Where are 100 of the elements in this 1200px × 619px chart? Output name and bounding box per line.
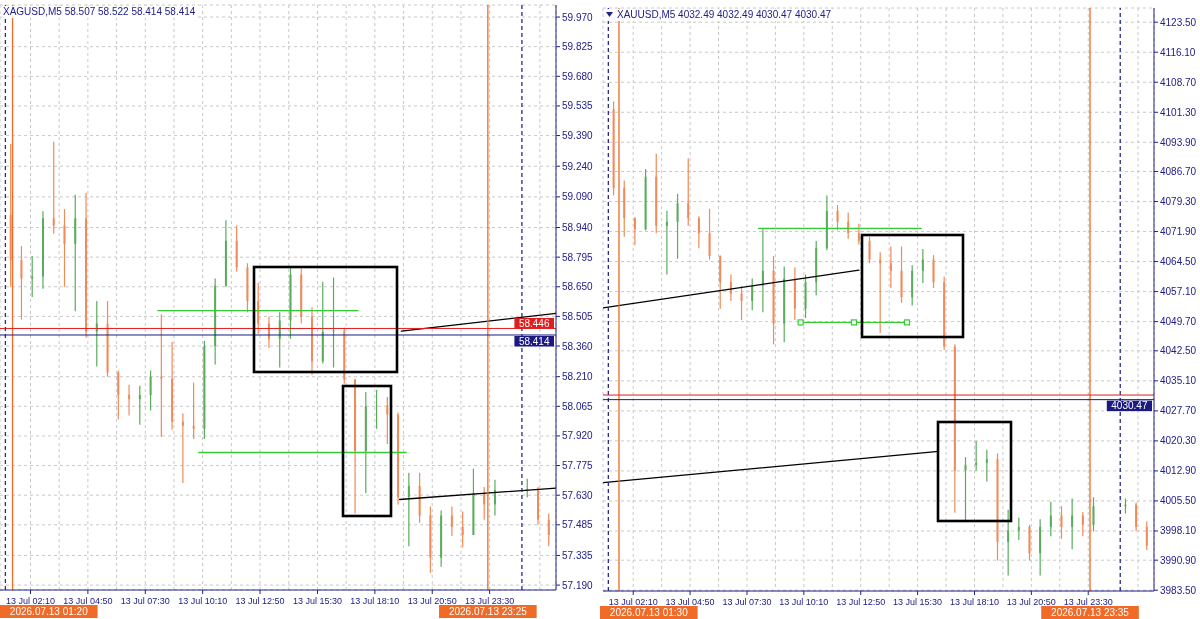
candlestick [493,479,496,517]
y-tick-label: 4012.90 [1160,465,1197,477]
y-tick-label: 59.390 [562,130,594,142]
y-tick-label: 4027.70 [1160,405,1197,417]
y-tick-label: 57.335 [562,549,594,561]
y-tick-label: 4042.50 [1160,345,1197,357]
candlestick [1017,516,1020,541]
y-tick-label: 59.240 [562,160,594,172]
y-tick-label: 3990.90 [1160,554,1197,566]
y-tick-label: 59.825 [562,41,594,53]
candlestick [921,248,924,284]
candlestick [836,204,839,231]
candlestick [964,456,967,521]
y-tick-label: 58.505 [562,310,594,322]
candlestick [1092,496,1095,532]
y-tick-label: 59.970 [562,11,594,23]
y-tick-label: 4079.30 [1160,196,1197,208]
candlestick [52,141,55,235]
candlestick [751,278,754,311]
ref-line-label: 58.446 [518,317,550,329]
candlestick [192,382,195,440]
candlestick [31,255,34,298]
candlestick [644,168,647,231]
y-tick-label: 58.210 [562,371,594,383]
candlestick [257,282,260,335]
candlestick [804,273,807,319]
y-tick-label: 4057.10 [1160,286,1197,298]
x-tick-label: 13 Jul 10:10 [178,596,228,606]
chart-title: XAGUSD,M5 58.507 58.522 58.414 58.414 [3,6,196,17]
x-tick-label: 13 Jul 02:10 [5,596,56,606]
ref-line-label: 58.414 [518,335,550,347]
x-tick-label: 13 Jul 15:30 [893,597,943,607]
candlestick [407,472,410,547]
x-tick-label: 13 Jul 15:30 [292,596,342,606]
candlestick [106,300,109,378]
candlestick [181,412,184,484]
candlestick [975,440,978,472]
candlestick [1060,505,1063,540]
y-tick-label: 4071.90 [1160,226,1197,238]
candlestick [697,215,700,249]
candlestick [311,306,314,376]
x-tick-label: 13 Jul 20:50 [407,596,457,606]
x-tick-label: 13 Jul 18:10 [350,596,400,606]
y-tick-label: 4020.30 [1160,435,1197,447]
candlestick [1028,524,1031,562]
y-tick-label: 57.190 [562,579,594,591]
candlestick [687,157,690,227]
chart-title: XAUUSD,M5 4032.49 4032.49 4030.47 4030.47 [617,9,832,20]
y-tick-label: 57.920 [562,430,594,442]
x-tick-label: 13 Jul 12:50 [235,596,285,606]
candlestick [1007,509,1010,577]
y-tick-label: 4049.70 [1160,316,1197,328]
candlestick [138,385,141,426]
y-tick-label: 4064.50 [1160,256,1197,268]
y-tick-label: 58.940 [562,222,594,234]
candlestick [868,236,871,264]
ref-line-label: 4030.47 [1111,400,1148,412]
y-tick-label: 57.485 [562,519,594,531]
y-tick-label: 4123.50 [1160,16,1197,28]
y-tick-label: 59.535 [562,100,594,112]
y-tick-label: 59.680 [562,70,594,82]
y-tick-label: 4093.90 [1160,136,1197,148]
candlestick [1135,501,1138,532]
candlestick [20,245,23,321]
candlestick [708,208,711,261]
candlestick [1049,501,1052,537]
ref-line-label: 2026.07.13 23:25 [448,606,528,617]
x-tick-label: 13 Jul 23:30 [1063,597,1113,607]
candlestick [63,208,66,288]
candlestick [149,369,152,411]
y-tick-label: 57.775 [562,460,594,472]
y-tick-label: 4108.70 [1160,76,1197,88]
y-tick-label: 4116.10 [1160,46,1196,58]
candlestick [128,384,131,417]
candlestick [117,369,120,421]
y-tick-label: 58.360 [562,340,594,352]
candlestick [483,486,486,521]
candlestick [1145,520,1148,551]
y-tick-label: 58.065 [562,400,594,412]
candlestick [375,389,378,430]
candlestick [289,266,292,340]
y-tick-label: 4086.70 [1160,166,1197,177]
x-tick-label: 13 Jul 07:30 [722,597,772,607]
x-tick-label: 13 Jul 04:50 [63,596,113,606]
candlestick [633,216,636,246]
candlestick [665,210,668,276]
ref-line-label: 2026.07.13 01:30 [609,607,689,618]
y-tick-label: 59.090 [562,191,594,203]
x-tick-label: 13 Jul 20:50 [1006,597,1056,607]
y-tick-label: 3983.50 [1160,584,1197,596]
candlestick [547,512,550,547]
candlestick [857,223,860,246]
candlestick [996,452,999,562]
y-tick-label: 58.650 [562,281,594,293]
candlestick [461,510,464,548]
ref-line-label: 2026.07.13 23:35 [1051,607,1130,618]
candlestick [160,313,163,438]
ref-line-label: 2026.07.13 01:20 [9,606,89,617]
candlestick [85,192,88,339]
candlestick [450,505,453,537]
